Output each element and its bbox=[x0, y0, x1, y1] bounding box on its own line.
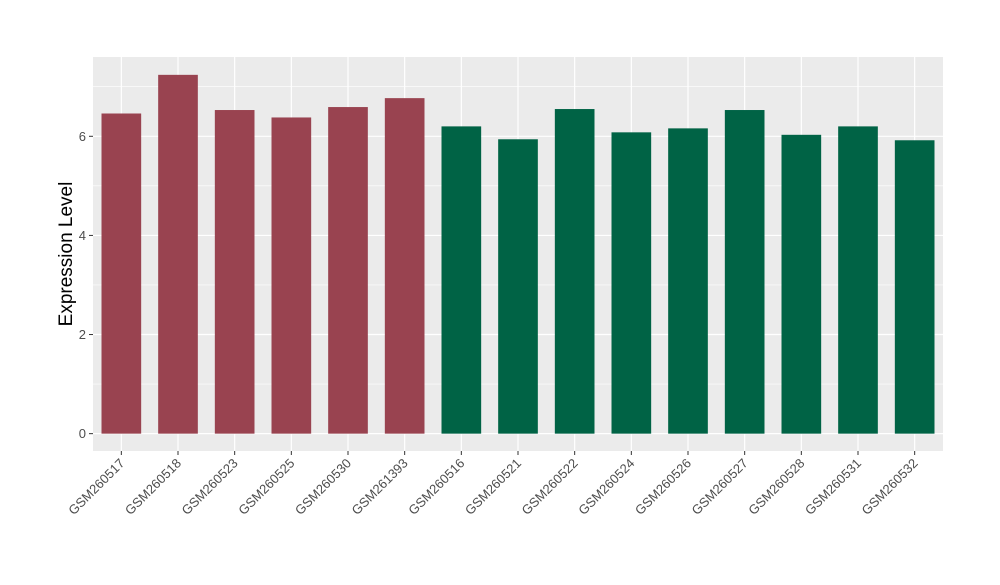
bar-GSM260530 bbox=[328, 107, 368, 434]
bars bbox=[101, 74, 935, 434]
x-tick-label: GSM260532 bbox=[859, 456, 921, 518]
bar-GSM261393 bbox=[384, 98, 425, 434]
x-tick-label: GSM260531 bbox=[802, 456, 864, 518]
y-axis-label: Expression Level bbox=[56, 182, 77, 327]
x-tick-label: GSM260518 bbox=[122, 456, 184, 518]
x-tick-label: GSM260526 bbox=[632, 456, 694, 518]
y-tick-label: 0 bbox=[79, 426, 86, 441]
x-tick-label: GSM260524 bbox=[575, 456, 637, 518]
bar-GSM260522 bbox=[554, 109, 595, 434]
x-axis: GSM260517GSM260518GSM260523GSM260525GSM2… bbox=[65, 451, 921, 518]
x-tick-label: GSM260522 bbox=[519, 456, 581, 518]
bar-GSM260523 bbox=[214, 110, 255, 434]
x-tick-label: GSM260527 bbox=[689, 456, 751, 518]
y-tick-label: 4 bbox=[79, 228, 86, 243]
bar-GSM260527 bbox=[724, 110, 765, 434]
x-tick-label: GSM260525 bbox=[235, 456, 297, 518]
bar-GSM260524 bbox=[611, 132, 652, 434]
x-tick-label: GSM260516 bbox=[405, 456, 467, 518]
y-tick-label: 6 bbox=[79, 129, 86, 144]
bar-GSM260528 bbox=[781, 134, 822, 434]
bar-GSM260517 bbox=[101, 113, 142, 434]
bar-GSM260516 bbox=[441, 126, 482, 434]
bar-GSM260518 bbox=[158, 74, 198, 434]
x-tick-label: GSM260530 bbox=[292, 456, 354, 518]
bar-GSM260521 bbox=[498, 139, 538, 434]
x-tick-label: GSM260521 bbox=[462, 456, 524, 518]
bar-GSM260525 bbox=[271, 117, 312, 434]
x-tick-label: GSM260523 bbox=[179, 456, 241, 518]
x-tick-label: GSM261393 bbox=[349, 456, 411, 518]
y-tick-label: 2 bbox=[79, 327, 86, 342]
bar-GSM260526 bbox=[668, 128, 708, 434]
x-tick-label: GSM260528 bbox=[745, 456, 807, 518]
y-axis: 0 2 4 6 bbox=[79, 129, 93, 441]
bar-GSM260531 bbox=[838, 126, 878, 434]
x-tick-label: GSM260517 bbox=[65, 456, 127, 518]
bar-GSM260532 bbox=[894, 140, 935, 434]
